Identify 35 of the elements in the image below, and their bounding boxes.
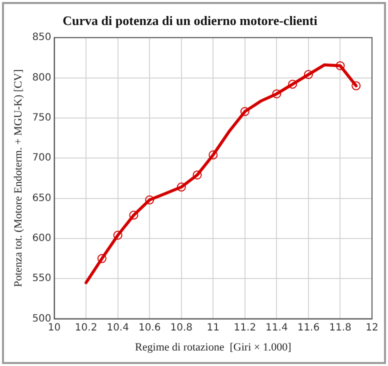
point [113, 230, 122, 240]
x-tick-label: 12 [366, 322, 378, 334]
x-tick-label: 11.4 [266, 322, 288, 334]
y-tick-label: 500 [32, 313, 52, 324]
y-tick-label: 600 [32, 233, 52, 244]
chart-title: Curva di potenza di un odierno motore-clienti [62, 13, 318, 28]
x-tick-label: 10.8 [170, 322, 193, 334]
x-tick-label: 11.6 [297, 322, 320, 334]
x-tick-label: 10.6 [138, 322, 161, 334]
x-tick-label: 11.8 [329, 322, 352, 334]
y-tick-label: 550 [32, 273, 52, 284]
point [336, 61, 345, 70]
y-tick-label: 750 [32, 112, 52, 124]
x-tick-label: 11 [206, 322, 220, 334]
y-tick-label: 850 [32, 32, 52, 44]
y-tick-label: 800 [32, 72, 52, 84]
point [176, 182, 186, 192]
point [129, 210, 138, 220]
point [97, 254, 106, 264]
point [288, 80, 298, 89]
x-tick-label: 10.4 [106, 322, 129, 334]
y-tick-label: 700 [32, 152, 52, 164]
point [145, 195, 154, 204]
x-tick-label: 10 [48, 322, 61, 334]
point [192, 170, 202, 180]
y-axis-title: Potenza tot. (Motore Endoterm. + MGU-K) [CV] [12, 69, 24, 288]
y-tick-label: 650 [32, 192, 52, 204]
x-tick-label: 10.2 [74, 322, 98, 334]
point [304, 70, 313, 80]
x-tick-label: 11.2 [234, 322, 256, 334]
point [352, 81, 361, 90]
point [240, 107, 250, 116]
point [272, 89, 282, 98]
point [208, 150, 218, 160]
x-axis-title: Regime di rotazione [Giri × 1.000] [135, 341, 292, 354]
